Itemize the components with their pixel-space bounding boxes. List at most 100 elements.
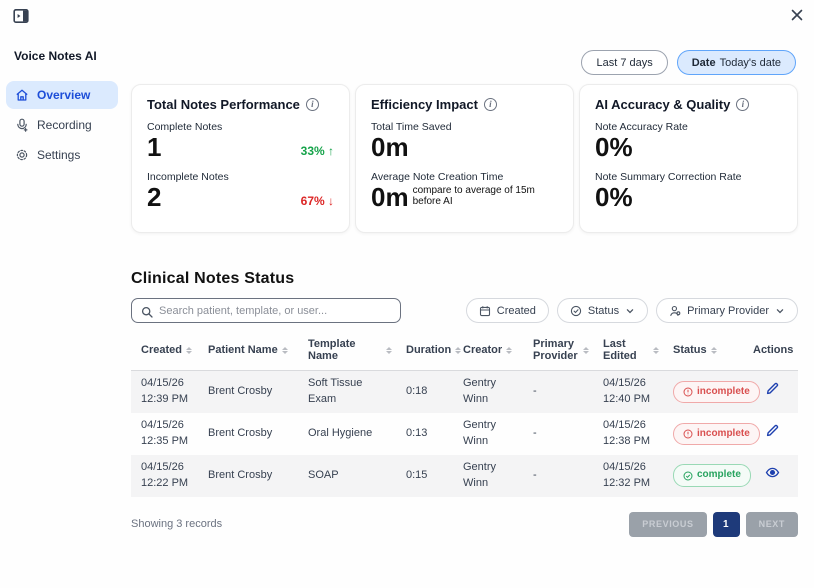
cell-status: complete [663,455,751,497]
metric-label: Note Accuracy Rate [595,121,688,133]
cell-primary-provider: - [533,426,537,439]
stat-cards: Total Notes Performance i Complete Notes… [131,84,798,233]
cell-creator: Gentry Winn [463,377,497,405]
metric-label: Note Summary Correction Rate [595,171,742,184]
table-row[interactable]: 04/15/26 12:39 PM Brent Crosby Soft Tissu… [131,370,798,413]
column-header-patient-name[interactable]: Patient Name [198,332,298,371]
sidebar: Overview Recording Settings [6,81,118,169]
sidebar-item-settings[interactable]: Settings [6,141,118,169]
sidebar-item-overview[interactable]: Overview [6,81,118,109]
filter-pills: Created Status [465,298,798,323]
alert-circle-icon [683,387,693,397]
cell-template-name: Oral Hygiene [308,426,373,439]
filter-label: Status [587,304,620,317]
pagination: PREVIOUS 1 NEXT [629,511,798,537]
column-header-template-name[interactable]: Template Name [298,332,396,371]
records-summary: Showing 3 records [131,518,223,531]
cell-status: incomplete [663,413,760,455]
cell-created: 04/15/26 12:22 PM [141,460,189,489]
metric-value: 2 [147,182,162,213]
cell-last-edited: 04/15/26 12:38 PM [603,418,651,447]
sort-icon [281,346,288,354]
gear-icon [15,148,29,162]
sort-icon [653,346,659,354]
info-icon[interactable]: i [305,98,319,111]
cell-template-name: Soft Tissue Exam [308,377,363,405]
sidebar-item-recording[interactable]: Recording [6,111,118,139]
status-circle-icon [570,305,582,317]
main-content: Total Notes Performance i Complete Notes… [131,84,798,537]
card-efficiency-impact: Efficiency Impact i Total Time Saved 0m … [355,84,574,233]
date-filter-button[interactable]: Date Today's date [676,50,796,75]
search-input[interactable] [159,304,391,317]
cell-creator: Gentry Winn [463,418,497,447]
current-page-button[interactable]: 1 [712,511,740,537]
card-title: Efficiency Impact [371,97,478,112]
sort-icon [455,346,462,354]
status-badge-incomplete: incomplete [673,422,760,446]
filter-status[interactable]: Status [556,298,649,323]
metric-suffix: compare to average of 15m before AI [412,185,535,208]
table-row[interactable]: 04/15/26 12:22 PM Brent Crosby SOAP 0:15 … [131,454,798,497]
column-header-last-edited[interactable]: Last Edited [593,332,663,371]
metric-value: 1 [147,132,162,162]
delta-up: 33% ↑ [300,144,334,159]
column-header-creator[interactable]: Creator [453,332,523,371]
close-icon[interactable] [788,6,806,24]
metric-value: 0% [595,132,633,162]
sort-icon [386,346,392,354]
sort-icon [506,346,513,354]
cell-patient-name: Brent Crosby [208,468,273,481]
metric-label: Total Time Saved [371,121,452,133]
next-page-button[interactable]: NEXT [745,511,798,537]
table-controls: Created Status [131,298,798,323]
cell-patient-name: Brent Crosby [208,384,273,397]
metric-value: 0m [371,182,409,213]
cell-created: 04/15/26 12:35 PM [141,418,189,447]
sidebar-item-label: Recording [37,118,92,132]
chevron-down-icon [625,306,635,316]
check-circle-icon [683,471,693,481]
metric-label: Average Note Creation Time [371,171,504,184]
date-filter-label: Date [691,56,716,69]
card-title: AI Accuracy & Quality [595,97,731,112]
edit-pencil-icon[interactable] [765,423,780,438]
card-title: Total Notes Performance [147,97,300,112]
filter-label: Primary Provider [687,304,769,317]
mic-icon [15,118,29,132]
edit-pencil-icon[interactable] [765,381,780,396]
column-header-actions: Actions [743,332,798,371]
cell-creator: Gentry Winn [463,460,497,489]
last-7-days-button[interactable]: Last 7 days [581,50,668,75]
filter-primary-provider[interactable]: Primary Provider [656,298,798,323]
table-row[interactable]: 04/15/26 12:35 PM Brent Crosby Oral Hygie… [131,413,798,455]
filter-created[interactable]: Created [465,298,549,323]
table-footer: Showing 3 records PREVIOUS 1 NEXT [131,511,798,537]
info-icon[interactable]: i [736,98,750,111]
filter-label: Created [496,304,536,317]
table-header-row: Created Patient Name Template Name Durat… [131,332,798,371]
metric-value: 0% [595,182,633,213]
column-header-duration[interactable]: Duration [396,332,462,371]
status-badge-complete: complete [673,464,751,487]
search-icon [141,305,153,318]
app-title: Voice Notes AI [14,49,97,63]
search-box[interactable] [131,298,401,323]
home-icon [15,88,29,102]
sidebar-toggle-icon[interactable] [12,7,30,25]
metric-label: Incomplete Notes [147,171,229,184]
alert-circle-icon [683,429,693,439]
previous-page-button[interactable]: PREVIOUS [629,511,707,537]
column-header-status[interactable]: Status [663,332,743,371]
provider-icon [669,305,681,317]
sort-icon [583,346,589,354]
cell-status: incomplete [663,371,760,413]
info-icon[interactable]: i [483,98,497,111]
date-filter-value: Today's date [719,56,781,69]
view-eye-icon[interactable] [765,465,780,480]
card-total-notes-performance: Total Notes Performance i Complete Notes… [131,84,350,233]
column-header-created[interactable]: Created [131,332,198,371]
cell-duration: 0:15 [406,468,428,481]
column-header-primary-provider[interactable]: Primary Provider [523,332,593,371]
